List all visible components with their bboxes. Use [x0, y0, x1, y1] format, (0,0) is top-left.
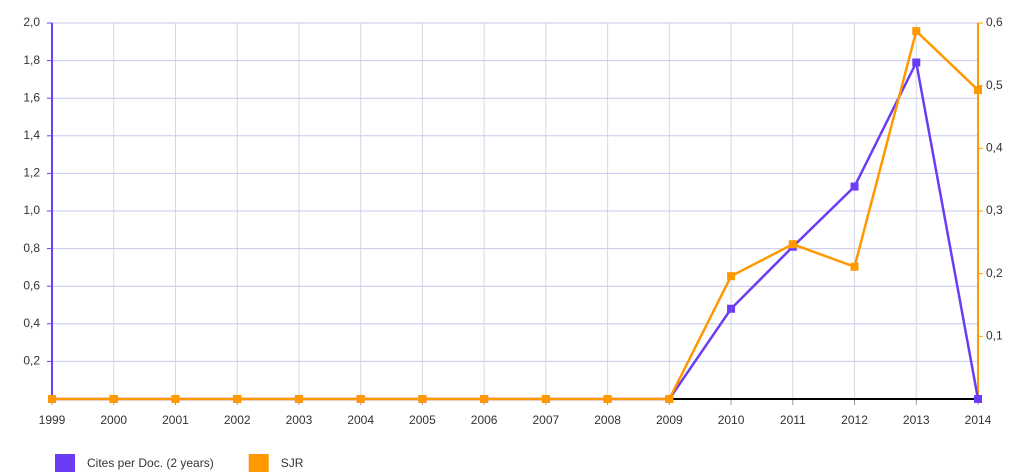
point	[912, 27, 921, 36]
x-tick-label: 2006	[471, 413, 498, 427]
point	[541, 395, 550, 403]
y2-tick-label: 0,1	[986, 329, 1003, 343]
y2-tick-label: 0,4	[986, 141, 1003, 155]
x-tick-label: 2005	[409, 413, 436, 427]
y-tick-label: 0,4	[23, 316, 40, 330]
x-tick-label: 2008	[594, 413, 621, 427]
y-tick-label: 1,2	[23, 166, 40, 180]
point	[850, 262, 859, 271]
point	[665, 395, 674, 403]
point	[974, 86, 982, 95]
point	[603, 395, 612, 403]
point	[727, 272, 736, 281]
point	[233, 395, 242, 403]
y2-tick-label: 0,2	[986, 266, 1003, 280]
point	[109, 395, 118, 403]
y-tick-label: 1,4	[23, 128, 40, 142]
legend-swatch	[248, 454, 269, 472]
x-tick-label: 2002	[224, 413, 251, 427]
point	[171, 395, 180, 403]
point	[418, 395, 427, 403]
x-tick-label: 2004	[347, 413, 374, 427]
point	[912, 58, 921, 67]
point	[356, 395, 365, 403]
y2-tick-label: 0,6	[986, 15, 1003, 29]
point	[788, 240, 797, 249]
x-tick-label: 2001	[162, 413, 189, 427]
point	[48, 395, 56, 403]
series-line	[52, 28, 979, 401]
y-tick-label: 1,0	[23, 203, 40, 217]
x-tick-label: 2014	[965, 413, 992, 427]
point	[727, 304, 736, 313]
x-tick-label: 2000	[100, 413, 127, 427]
y2-tick-label: 0,5	[986, 78, 1003, 92]
point	[974, 395, 982, 403]
point	[294, 395, 303, 403]
x-tick-label: 2010	[718, 413, 745, 427]
y-tick-label: 1,8	[23, 53, 40, 67]
series-line	[52, 58, 980, 401]
y-tick-label: 0,8	[23, 241, 40, 255]
point	[850, 182, 859, 191]
y-tick-label: 0,2	[23, 354, 40, 368]
x-tick-label: 2013	[903, 413, 930, 427]
y-tick-label: 2,0	[23, 15, 40, 29]
x-tick-label: 1999	[39, 413, 66, 427]
legend-swatch	[55, 454, 75, 472]
x-tick-label: 2003	[286, 413, 313, 427]
y-tick-label: 0,6	[23, 278, 40, 292]
x-tick-label: 2011	[780, 413, 806, 427]
point	[480, 395, 489, 403]
y-tick-label: 1,6	[23, 90, 40, 104]
legend-label: Cites per Doc. (2 years)	[87, 456, 214, 470]
x-tick-label: 2012	[841, 413, 868, 427]
x-tick-label: 2007	[533, 413, 560, 427]
legend-label: SJR	[281, 456, 304, 470]
y2-tick-label: 0,3	[986, 203, 1003, 217]
x-tick-label: 2009	[656, 413, 683, 427]
